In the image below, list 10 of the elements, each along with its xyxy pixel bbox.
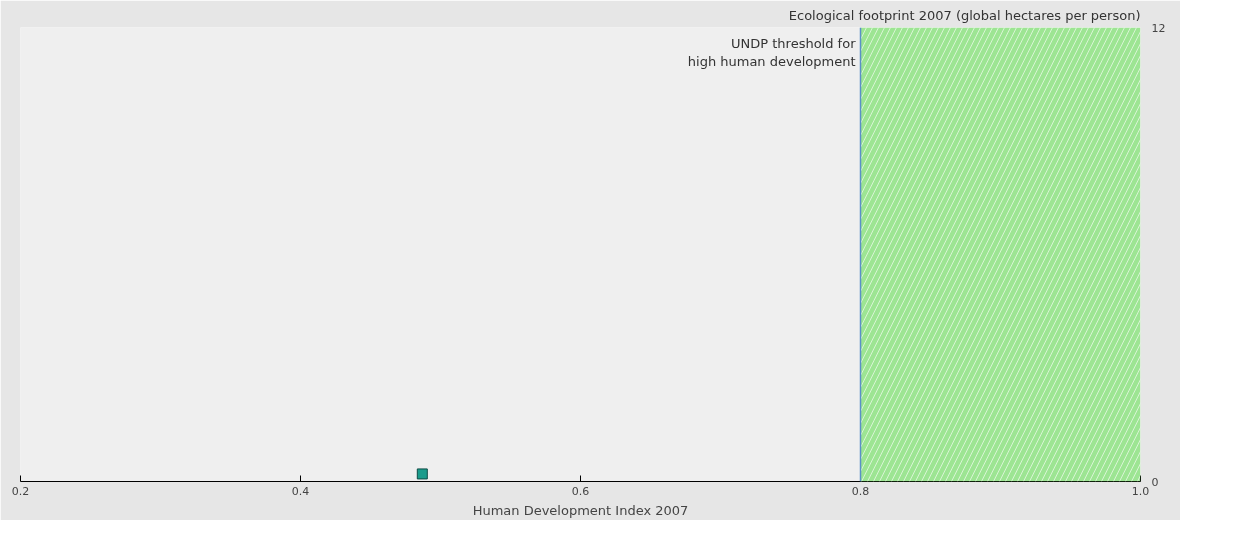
x-tick-label: 0.4	[291, 484, 310, 498]
x-tick-label: 1.0	[1131, 484, 1150, 498]
chart-title: Ecological footprint 2007 (global hectares per person)	[788, 7, 1141, 23]
x-tick-label: 0.2	[11, 484, 30, 498]
x-tick-label: 0.6	[571, 484, 590, 498]
y-tick-label: 0	[1151, 475, 1159, 489]
x-axis-title: Human Development Index 2007	[472, 502, 689, 518]
y-tick-label: 12	[1151, 21, 1166, 35]
x-tick-label: 0.8	[851, 484, 870, 498]
ref-line-label: UNDP threshold for high human development	[687, 35, 857, 69]
